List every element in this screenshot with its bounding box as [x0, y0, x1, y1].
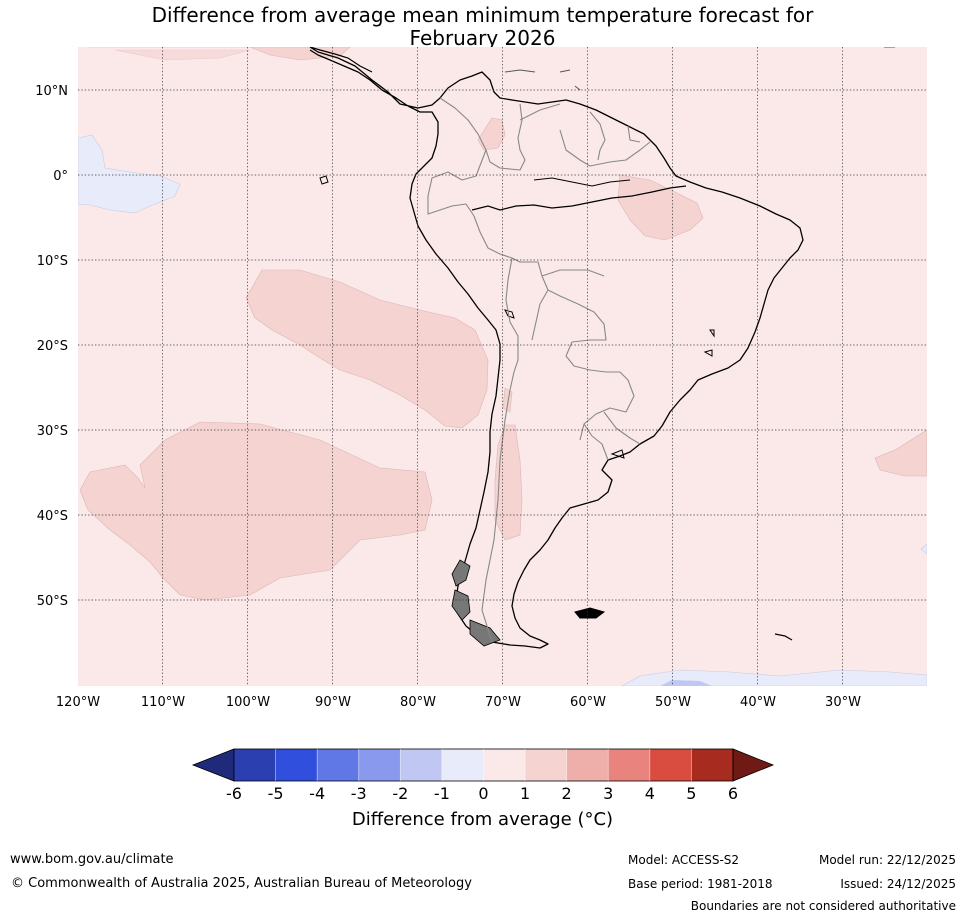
northeast-brazil-warm-patch — [617, 174, 704, 241]
chart-title: Difference from average mean minimum tem… — [0, 4, 965, 50]
meridians — [162, 47, 843, 686]
lon-label-110w: 110°W — [141, 695, 185, 710]
central-america-coast — [309, 47, 373, 73]
colorbar-swatch-m4-m3 — [317, 749, 359, 781]
patagonian-fjords — [451, 559, 501, 647]
model-text: Model: ACCESS-S2 — [628, 853, 740, 867]
north-warm-band-2 — [114, 49, 251, 61]
colorbar-swatch-5-6 — [691, 749, 733, 781]
colorbar-tick-0: 0 — [478, 784, 488, 803]
colorbar-tick-m5: -5 — [268, 784, 284, 803]
colorbar-swatch-3-4 — [608, 749, 650, 781]
lon-label-50w: 50°W — [655, 695, 691, 710]
lat-label-0: 0° — [53, 169, 68, 184]
colorbar-swatch-1-2 — [525, 749, 567, 781]
colorbar-tick-2: 2 — [562, 784, 572, 803]
amazon-river — [471, 185, 687, 211]
south-atlantic-warm-patch — [874, 429, 927, 477]
colorbar — [191, 748, 775, 782]
colorbar-title: Difference from average (°C) — [351, 809, 614, 830]
colorbar-tick-1: 1 — [520, 784, 530, 803]
andes-warm-strip-north — [502, 387, 513, 413]
galapagos — [319, 175, 329, 185]
east-atlantic-cool-dot — [920, 543, 927, 555]
colorbar-tick-6: 6 — [728, 784, 738, 803]
chart-title-line1: Difference from average mean minimum tem… — [151, 3, 814, 27]
parallels — [78, 89, 927, 601]
lon-label-30w: 30°W — [825, 695, 861, 710]
colombia-warm-patch — [477, 117, 506, 151]
laguna-dos-patos — [610, 449, 625, 459]
andes-warm-strip — [494, 424, 523, 541]
colorbar-tick-m2: -2 — [392, 784, 408, 803]
colorbar-swatch-4-5 — [649, 749, 692, 781]
lon-label-70w: 70°W — [485, 695, 521, 710]
caribbean-islands — [504, 47, 895, 91]
lon-label-100w: 100°W — [226, 695, 270, 710]
lake-titicaca — [504, 309, 515, 319]
lat-label-40s: 40°S — [37, 509, 68, 524]
colorbar-tick-4: 4 — [645, 784, 655, 803]
equatorial-pacific-cool-patch — [78, 134, 181, 214]
colorbar-tick-m3: -3 — [351, 784, 367, 803]
south-america-coastline — [309, 47, 804, 649]
lat-label-20s: 20°S — [37, 339, 68, 354]
base-period-text: Base period: 1981-2018 — [628, 877, 773, 891]
river-north — [533, 177, 631, 187]
colorbar-tick-m6: -6 — [226, 784, 242, 803]
colorbar-arrow-low — [191, 748, 235, 782]
south-atlantic-cool-core — [660, 680, 712, 686]
lat-label-30s: 30°S — [37, 424, 68, 439]
lon-label-60w: 60°W — [570, 695, 606, 710]
south-georgia — [774, 633, 793, 641]
lon-label-90w: 90°W — [315, 695, 351, 710]
colorbar-tick-5: 5 — [686, 784, 696, 803]
lon-label-40w: 40°W — [740, 695, 776, 710]
south-pacific-warm-patch — [79, 421, 433, 601]
colorbar-swatch-m6-m5 — [234, 749, 276, 781]
issued-text: Issued: 24/12/2025 — [840, 877, 956, 891]
country-borders — [427, 97, 651, 643]
lon-label-120w: 120°W — [56, 695, 100, 710]
lat-label-10s: 10°S — [37, 254, 68, 269]
colorbar-tick-3: 3 — [603, 784, 613, 803]
colorbar-swatch-m2-m1 — [400, 749, 442, 781]
lat-label-50s: 50°S — [37, 594, 68, 609]
website-text: www.bom.gov.au/climate — [10, 852, 174, 867]
interior-lake-1 — [703, 349, 713, 357]
colorbar-swatch-2-3 — [566, 749, 609, 781]
north-atlantic-warm-strip — [88, 47, 351, 61]
colorbar-swatch-m5-m4 — [275, 749, 318, 781]
colorbar-arrow-high — [732, 748, 775, 782]
disclaimer-text: Boundaries are not considered authoritat… — [690, 899, 956, 913]
colorbar-swatch-0-1 — [483, 749, 526, 781]
model-run-text: Model run: 22/12/2025 — [818, 853, 956, 867]
interior-lake-2 — [709, 329, 715, 338]
colorbar-swatch-m3-m2 — [358, 749, 401, 781]
chart-title-line2: February 2026 — [409, 26, 556, 50]
copyright-text: © Commonwealth of Australia 2025, Austra… — [11, 876, 472, 891]
lon-label-80w: 80°W — [400, 695, 436, 710]
colorbar-swatch-m1-0 — [441, 749, 484, 781]
colorbar-tick-m4: -4 — [309, 784, 325, 803]
colorbar-tick-m1: -1 — [434, 784, 450, 803]
lat-label-10n: 10°N — [35, 84, 68, 99]
east-pacific-warm-band — [245, 269, 489, 429]
